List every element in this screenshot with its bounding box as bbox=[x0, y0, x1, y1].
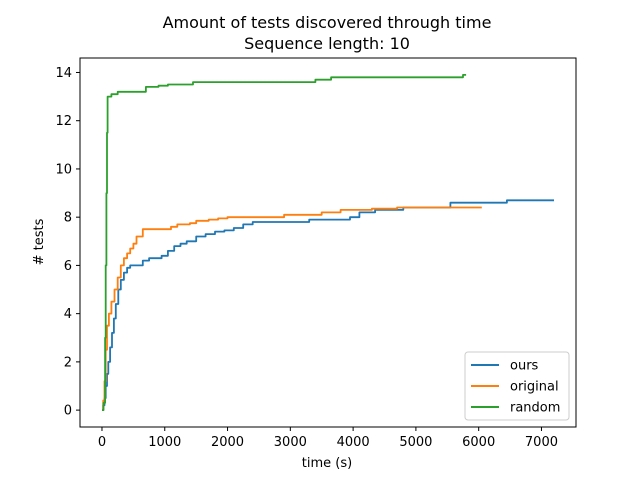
x-tick-label: 0 bbox=[98, 435, 106, 450]
y-tick-label: 0 bbox=[64, 404, 72, 419]
chart-subtitle: Sequence length: 10 bbox=[244, 34, 410, 53]
y-axis: 0 2 4 6 8 10 12 14 bbox=[55, 66, 80, 419]
x-axis: 0 1000 2000 3000 4000 5000 6000 7000 bbox=[98, 427, 558, 450]
series-line-random bbox=[102, 74, 467, 411]
x-tick-label: 2000 bbox=[211, 435, 244, 450]
y-tick-label: 4 bbox=[64, 307, 72, 322]
chart-title: Amount of tests discovered through time bbox=[163, 13, 492, 32]
x-tick-label: 5000 bbox=[399, 435, 432, 450]
legend-label-random: random bbox=[510, 401, 560, 416]
x-tick-label: 7000 bbox=[525, 435, 558, 450]
legend-label-ours: ours bbox=[510, 359, 539, 374]
y-tick-label: 2 bbox=[64, 355, 72, 370]
y-tick-label: 14 bbox=[55, 66, 72, 81]
plot-area: 0 1000 2000 3000 4000 5000 6000 7000 0 2 4 6 8 10 12 1… bbox=[55, 57, 577, 450]
x-tick-label: 6000 bbox=[462, 435, 495, 450]
series-line-ours bbox=[102, 199, 554, 411]
x-tick-label: 4000 bbox=[337, 435, 370, 450]
legend: ours original random bbox=[464, 351, 570, 421]
y-tick-label: 12 bbox=[55, 114, 72, 129]
legend-label-original: original bbox=[510, 380, 559, 395]
x-tick-label: 1000 bbox=[148, 435, 181, 450]
y-tick-label: 6 bbox=[64, 259, 72, 274]
y-tick-label: 10 bbox=[55, 162, 72, 177]
plot-frame bbox=[79, 57, 577, 428]
series-line-original bbox=[102, 206, 482, 411]
series-layer bbox=[102, 74, 554, 411]
x-axis-label: time (s) bbox=[302, 456, 352, 471]
x-tick-label: 3000 bbox=[274, 435, 307, 450]
y-axis-label: # tests bbox=[32, 218, 47, 265]
legend-box bbox=[464, 351, 570, 421]
y-tick-label: 8 bbox=[64, 211, 72, 226]
